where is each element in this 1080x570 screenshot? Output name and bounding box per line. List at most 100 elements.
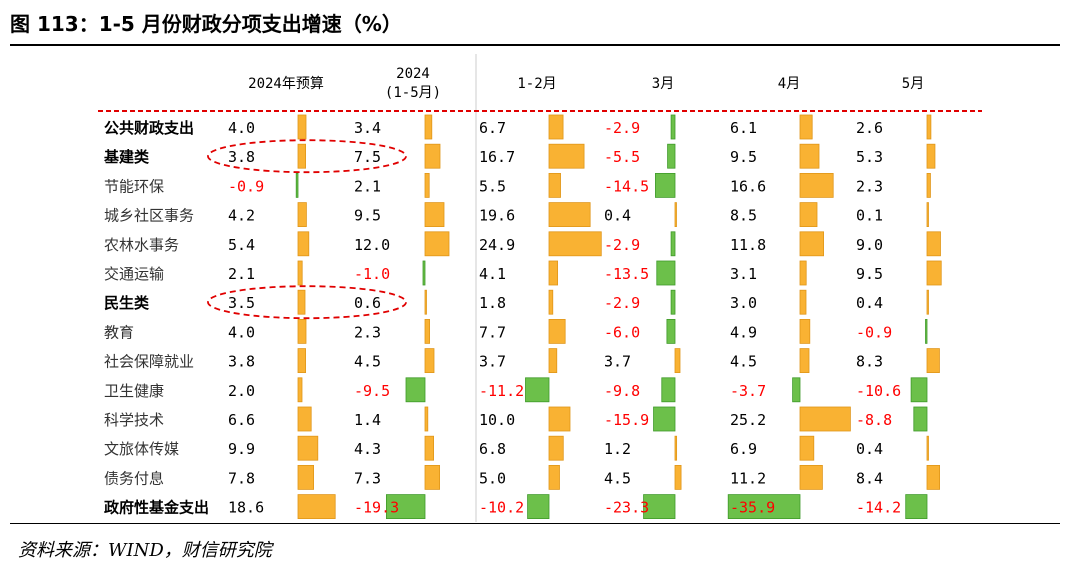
- value-label: 4.3: [354, 440, 381, 458]
- bar-mark: [653, 406, 676, 432]
- bar-mark: [297, 231, 310, 257]
- value-label: 1.2: [604, 440, 631, 458]
- bar-mark: [674, 464, 682, 490]
- value-label: -6.0: [604, 323, 640, 341]
- bar-mark: [297, 348, 306, 374]
- value-label: 3.1: [730, 265, 757, 283]
- bar-mark: [297, 464, 315, 490]
- bar-mark: [548, 318, 566, 344]
- value-label: 6.6: [228, 411, 255, 429]
- bar-mark: [385, 494, 426, 520]
- bar-mark: [405, 377, 426, 403]
- row-label: 文旅体传媒: [104, 440, 179, 458]
- bar-mark: [926, 172, 931, 198]
- value-label: -5.5: [604, 148, 640, 166]
- bar-mark: [727, 494, 801, 520]
- value-label: 9.0: [856, 236, 883, 254]
- bar-mark: [525, 377, 550, 403]
- bar-mark: [799, 202, 818, 228]
- value-label: -0.9: [228, 177, 264, 195]
- bar-mark: [799, 348, 810, 374]
- value-label: 9.5: [856, 265, 883, 283]
- value-label: 7.7: [479, 323, 506, 341]
- value-label: -3.7: [730, 382, 766, 400]
- bar-mark: [424, 348, 435, 374]
- bar-mark: [424, 172, 430, 198]
- value-label: 3.0: [730, 294, 757, 312]
- figure-title: 图 113：1-5 月份财政分项支出增速（%）: [10, 12, 402, 36]
- value-label: 11.2: [730, 469, 766, 487]
- value-label: 5.3: [856, 148, 883, 166]
- value-label: -23.3: [604, 499, 649, 517]
- bar-mark: [670, 114, 676, 140]
- bar-mark: [297, 377, 303, 403]
- bar-mark: [424, 114, 433, 140]
- value-label: 2.3: [354, 323, 381, 341]
- value-label: 2.1: [228, 265, 255, 283]
- bar-mark: [548, 231, 602, 257]
- value-label: 1.4: [354, 411, 381, 429]
- row-label: 基建类: [103, 148, 150, 166]
- value-label: 5.5: [479, 177, 506, 195]
- row-label: 教育: [104, 323, 134, 341]
- bar-mark: [799, 231, 825, 257]
- column-header: 5月: [902, 76, 924, 92]
- bar-mark: [548, 464, 560, 490]
- value-label: 16.6: [730, 177, 766, 195]
- bar-mark: [926, 114, 932, 140]
- bar-mark: [670, 231, 676, 257]
- bar-mark: [297, 260, 303, 286]
- column-header: (1-5月): [385, 85, 441, 101]
- bar-mark: [548, 202, 591, 228]
- bar-mark: [297, 202, 307, 228]
- bar-mark: [297, 318, 307, 344]
- value-label: -1.0: [354, 265, 390, 283]
- value-label: 2.0: [228, 382, 255, 400]
- value-label: -9.5: [354, 382, 390, 400]
- value-label: 6.1: [730, 119, 757, 137]
- bar-mark: [910, 377, 928, 403]
- value-label: 0.4: [856, 440, 883, 458]
- bar-mark: [422, 260, 426, 286]
- bar-mark: [674, 435, 678, 461]
- column-header: 2024: [396, 66, 430, 82]
- bar-mark: [667, 143, 676, 169]
- value-label: 24.9: [479, 236, 515, 254]
- value-label: -2.9: [604, 119, 640, 137]
- column-header: 1-2月: [517, 76, 556, 92]
- bar-mark: [424, 406, 429, 432]
- bar-mark: [926, 464, 941, 490]
- bar-mark: [297, 406, 312, 432]
- value-label: 4.5: [354, 353, 381, 371]
- bar-mark: [548, 143, 585, 169]
- bar-mark: [643, 494, 676, 520]
- value-label: 7.3: [354, 469, 381, 487]
- bar-mark: [799, 260, 807, 286]
- bar-mark: [670, 289, 676, 315]
- value-label: 4.5: [730, 353, 757, 371]
- value-label: 18.6: [228, 499, 264, 517]
- row-label: 债务付息: [104, 469, 164, 487]
- bar-mark: [424, 143, 441, 169]
- value-label: 19.6: [479, 207, 515, 225]
- value-label: 3.7: [604, 353, 631, 371]
- bar-mark: [926, 289, 929, 315]
- value-label: -14.5: [604, 177, 649, 195]
- value-label: 3.8: [228, 353, 255, 371]
- value-label: 2.3: [856, 177, 883, 195]
- bar-mark: [926, 435, 929, 461]
- bar-mark: [926, 202, 929, 228]
- value-label: -9.8: [604, 382, 640, 400]
- bottom-rule: [10, 523, 1060, 524]
- bar-mark: [297, 435, 319, 461]
- value-label: 6.8: [479, 440, 506, 458]
- bar-mark: [424, 289, 427, 315]
- bar-mark: [297, 114, 307, 140]
- bar-mark: [926, 348, 940, 374]
- value-label: -2.9: [604, 294, 640, 312]
- value-label: -0.9: [856, 323, 892, 341]
- bar-mark: [295, 172, 299, 198]
- bar-mark: [792, 377, 801, 403]
- value-label: -11.2: [479, 382, 524, 400]
